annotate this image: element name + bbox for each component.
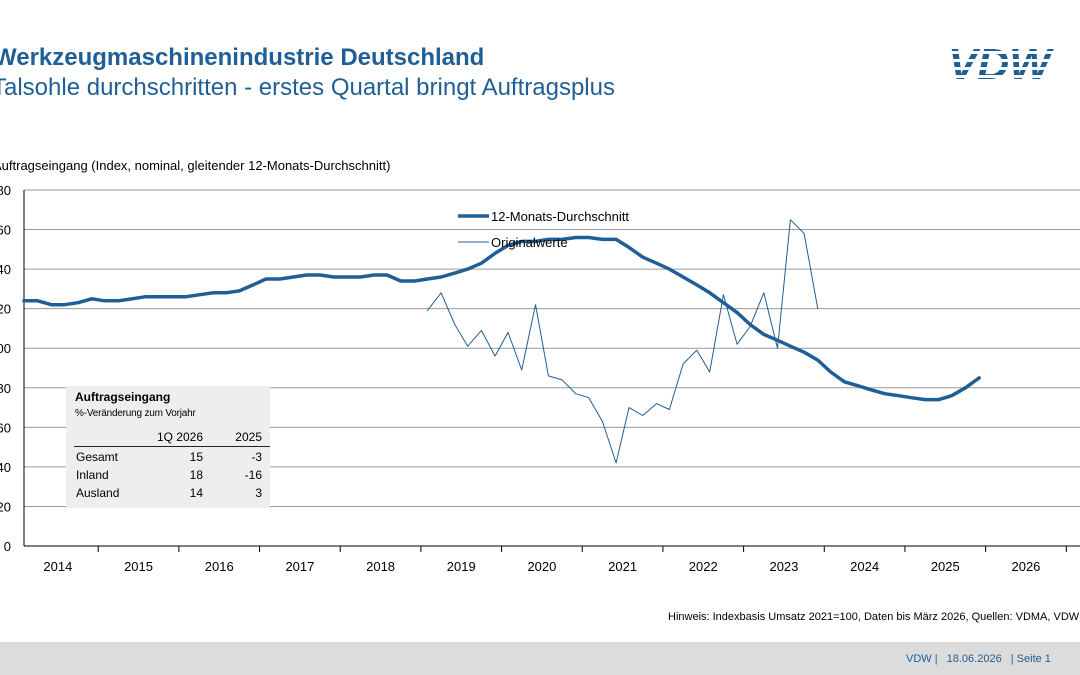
x-axis-tick-label: 2019 [447, 559, 476, 574]
footer-info: VDW | 18.06.2026 | Seite 1 [906, 653, 1057, 665]
x-axis-tick-label: 2021 [608, 559, 637, 574]
chart-axes: 0 20 40 60 80 100 120 140 160 180 2014 2015 2016 2017… [0, 183, 1080, 574]
table-row-label: Gesamt [76, 450, 119, 464]
table-header: 1Q 2026 2025 [74, 430, 270, 447]
series-line-moving-average [22, 235, 981, 402]
vdw-logo-text: VDW [948, 40, 1054, 86]
y-axis-tick-label: 160 [0, 223, 11, 238]
footer-brand: VDW | [906, 653, 938, 665]
page-title: Werkzeugmaschinenindustrie Deutschland [0, 44, 485, 71]
x-axis-tick-label: 2018 [366, 559, 395, 574]
table-row-q1-value: 14 [189, 486, 203, 500]
legend-series-thick-label: 12-Monats-Durchschnitt [491, 209, 629, 224]
y-axis-tick-label: 120 [0, 302, 11, 317]
table-row-q1-value: 15 [189, 450, 203, 464]
legend-series-thin-label: Originalwerte [491, 235, 568, 250]
y-axis-tick-label: 180 [0, 183, 11, 198]
table-row-label: Ausland [76, 486, 120, 500]
footer-bar [0, 642, 1080, 675]
page-subtitle: Talsohle durchschritten - erstes Quartal… [0, 74, 615, 101]
table-row: Gesamt 15 -3 [74, 450, 270, 466]
x-axis-tick-label: 2017 [285, 559, 314, 574]
y-axis-tick-label: 140 [0, 262, 11, 277]
y-axis-tick-label: 100 [0, 341, 11, 356]
x-axis-tick-label: 2024 [850, 559, 879, 574]
x-axis-tick-label: 2022 [689, 559, 718, 574]
y-axis-tick-label: 40 [0, 460, 11, 475]
y-axis-tick-label: 20 [0, 499, 11, 514]
table-title: Auftragseingang [75, 390, 171, 404]
x-axis-tick-label: 2016 [205, 559, 234, 574]
table-row-year-value: -3 [251, 450, 262, 464]
chart-title: Auftragseingang (Index, nominal, gleiten… [0, 158, 390, 173]
x-axis-tick-label: 2015 [124, 559, 153, 574]
series-line-original-values [426, 219, 819, 464]
x-axis-tick-label: 2014 [43, 559, 72, 574]
vdw-logo: VDW [948, 38, 1080, 89]
chart-legend: 12-Monats-Durchschnitt Originalwerte [458, 209, 629, 250]
vdw-logo-graphic: VDW [948, 40, 1054, 89]
table-row-label: Inland [76, 468, 109, 482]
table-subtitle: %-Veränderung zum Vorjahr [75, 408, 196, 419]
order-change-table: Auftragseingang %-Veränderung zum Vorjah… [66, 386, 270, 508]
chart-series [22, 219, 981, 464]
y-axis-tick-label: 0 [4, 539, 11, 554]
y-axis-tick-label: 60 [0, 420, 11, 435]
table-header-2025: 2025 [235, 430, 262, 444]
footer-date: 18.06.2026 [946, 653, 1002, 665]
table-row-year-value: 3 [255, 486, 262, 500]
footer-page-number: | Seite 1 [1010, 653, 1051, 665]
x-axis-tick-label: 2020 [527, 559, 556, 574]
table-row: Inland 18 -16 [74, 468, 270, 484]
table-row: Ausland 14 3 [74, 486, 270, 502]
table-row-q1-value: 18 [189, 468, 203, 482]
x-axis-tick-label: 2023 [769, 559, 798, 574]
x-axis-tick-label: 2026 [1011, 559, 1040, 574]
table-header-q1-2026: 1Q 2026 [156, 430, 203, 444]
table-row-year-value: -16 [244, 468, 262, 482]
y-axis-tick-label: 80 [0, 381, 11, 396]
x-axis-tick-label: 2025 [931, 559, 960, 574]
data-source-note: Hinweis: Indexbasis Umsatz 2021=100, Dat… [668, 611, 1080, 623]
